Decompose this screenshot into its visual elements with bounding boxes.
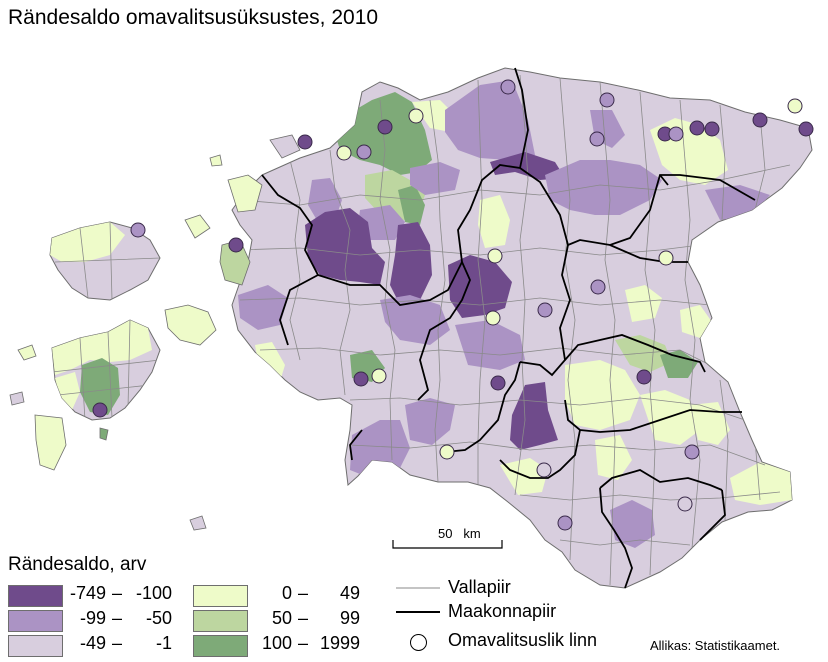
scale-bar — [392, 540, 503, 549]
legend-range: 100–1999 — [261, 633, 360, 653]
legend-swatch — [193, 610, 248, 632]
scale-bar-label: 50 km — [438, 526, 481, 541]
county-boundaries — [261, 67, 756, 589]
map-title: Rändesaldo omavalitsusüksustes, 2010 — [8, 6, 379, 29]
saaremaa-municipalities — [52, 320, 160, 420]
legend-range: 50–99 — [271, 608, 360, 628]
municipality-fill — [390, 222, 432, 305]
legend-range: -49– -1 — [79, 633, 172, 653]
city-marker — [752, 112, 768, 128]
islet — [184, 214, 211, 239]
city-marker — [658, 250, 674, 266]
city-marker — [599, 92, 615, 108]
city-marker — [130, 222, 146, 238]
municipality-boundary-label: Vallapiir — [448, 577, 511, 597]
islet — [99, 427, 109, 441]
municipality-fill — [380, 295, 450, 345]
city-marker — [485, 310, 501, 326]
city-marker — [537, 302, 553, 318]
municipality-fill — [455, 320, 525, 370]
municipality-fill — [510, 382, 558, 450]
city-marker — [668, 126, 684, 142]
legend-title: Rändesaldo, arv — [8, 554, 147, 575]
municipality-fill — [398, 185, 425, 225]
islet — [227, 174, 263, 213]
municipality-fill — [445, 80, 535, 160]
municipality-fill — [730, 462, 792, 505]
city-markers — [92, 79, 814, 531]
city-marker — [787, 98, 803, 114]
legend-range: 0–49 — [281, 583, 360, 603]
city-marker — [684, 444, 700, 460]
legend-swatch — [193, 635, 248, 657]
legend-swatch — [8, 610, 63, 632]
county-boundary-label: Maakonnapiir — [448, 601, 557, 621]
islet — [9, 391, 25, 406]
municipality-fill — [660, 350, 698, 378]
city-marker — [536, 462, 552, 478]
legend-swatch — [193, 585, 248, 607]
city-marker — [371, 368, 387, 384]
city-marker — [92, 402, 108, 418]
municipality-boundary-symbol — [396, 587, 440, 589]
municipality-fill — [625, 285, 662, 322]
city-marker — [689, 120, 705, 136]
municipality-fill — [410, 162, 460, 195]
islet — [269, 134, 301, 159]
city-marker — [228, 237, 244, 253]
county-boundary-symbol — [396, 611, 440, 613]
municipality-fill — [448, 255, 512, 318]
city-marker — [557, 515, 573, 531]
city-marker — [500, 79, 516, 95]
municipality-fill — [238, 285, 288, 330]
legend-range: -749– -100 — [69, 583, 172, 603]
municipality-fill — [680, 305, 712, 338]
hiiumaa-municipalities — [50, 222, 160, 300]
legend-range: -99– -50 — [79, 608, 172, 628]
legend-swatch — [8, 585, 63, 607]
city-marker — [356, 144, 372, 160]
city-marker — [336, 145, 352, 161]
municipality-fill — [615, 335, 672, 372]
islet — [164, 304, 217, 346]
city-marker — [439, 444, 455, 460]
source-note: Allikas: Statistikaamet. — [650, 638, 781, 653]
city-marker — [589, 131, 605, 147]
mainland-municipalities — [238, 80, 792, 548]
city-marker — [798, 121, 814, 137]
islet — [209, 154, 223, 167]
city-marker — [490, 375, 506, 391]
city-marker — [636, 369, 652, 385]
municipality-fill — [50, 222, 125, 262]
municipality-fill — [405, 398, 455, 445]
municipality-fill — [478, 195, 510, 248]
municipality-fill — [545, 160, 662, 215]
municipality-fill — [610, 500, 655, 548]
city-marker — [408, 108, 424, 124]
city-marker — [297, 134, 313, 150]
islet — [17, 344, 37, 361]
city-marker — [590, 279, 606, 295]
city-marker — [487, 248, 503, 264]
municipality-fill — [305, 208, 385, 285]
municipality-fill — [350, 420, 410, 478]
municipality-fill — [55, 372, 80, 410]
city-marker — [353, 371, 369, 387]
municipality-fill — [358, 205, 405, 240]
municipality-fill — [565, 360, 640, 430]
city-symbol-label: Omavalitsuslik linn — [448, 630, 598, 650]
islet — [34, 414, 67, 471]
municipality-fill — [52, 320, 152, 375]
islet — [189, 515, 207, 531]
legend-swatch — [8, 635, 63, 657]
city-marker — [377, 119, 393, 135]
city-marker — [677, 496, 693, 512]
city-marker — [704, 121, 720, 137]
city-symbol — [410, 634, 427, 651]
